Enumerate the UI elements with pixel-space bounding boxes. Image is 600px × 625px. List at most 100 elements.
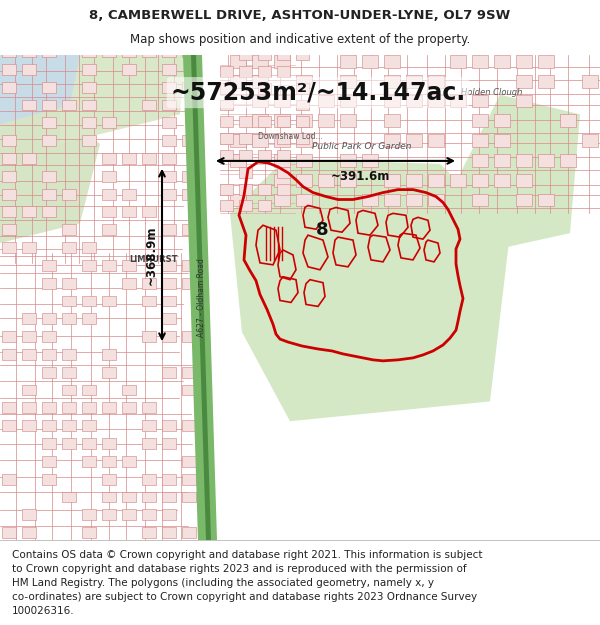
Bar (516, 75, 532, 88)
Bar (22, 99, 36, 111)
Bar (258, 66, 271, 77)
Bar (258, 82, 271, 94)
Bar (274, 194, 290, 206)
Bar (277, 167, 290, 177)
Text: 8, CAMBERWELL DRIVE, ASHTON-UNDER-LYNE, OL7 9SW: 8, CAMBERWELL DRIVE, ASHTON-UNDER-LYNE, … (89, 9, 511, 22)
Bar (142, 46, 156, 57)
Bar (472, 134, 488, 147)
Bar (142, 509, 156, 520)
Bar (560, 114, 576, 128)
Bar (220, 133, 233, 144)
Bar (22, 206, 36, 217)
Bar (538, 194, 554, 206)
Text: to Crown copyright and database rights 2023 and is reproduced with the permissio: to Crown copyright and database rights 2… (12, 564, 467, 574)
Bar (142, 527, 156, 538)
Bar (22, 402, 36, 413)
Bar (122, 153, 136, 164)
Bar (406, 134, 422, 147)
Bar (258, 184, 271, 194)
Bar (102, 367, 116, 378)
Bar (516, 94, 532, 108)
Bar (230, 194, 246, 206)
Bar (102, 349, 116, 360)
Bar (42, 367, 56, 378)
Text: HM Land Registry. The polygons (including the associated geometry, namely x, y: HM Land Registry. The polygons (includin… (12, 578, 434, 588)
Bar (62, 491, 76, 502)
Bar (220, 66, 233, 77)
Bar (239, 116, 252, 128)
Bar (82, 456, 96, 467)
Bar (82, 82, 96, 92)
Bar (122, 384, 136, 396)
Bar (318, 94, 334, 108)
Bar (220, 184, 233, 194)
Bar (384, 114, 400, 128)
Bar (142, 278, 156, 289)
Bar (42, 349, 56, 360)
Bar (239, 184, 252, 194)
Bar (2, 474, 16, 484)
Bar (102, 171, 116, 182)
Bar (102, 189, 116, 199)
Polygon shape (191, 55, 211, 540)
Bar (102, 260, 116, 271)
Text: Holden Clough: Holden Clough (461, 88, 523, 97)
Bar (274, 174, 290, 187)
Bar (42, 331, 56, 342)
Bar (2, 224, 16, 235)
Bar (162, 527, 176, 538)
Polygon shape (460, 94, 580, 253)
Bar (362, 55, 378, 68)
Bar (2, 402, 16, 413)
Bar (182, 367, 196, 378)
Text: Public Park Or Garden: Public Park Or Garden (312, 141, 412, 151)
Bar (102, 224, 116, 235)
Bar (182, 384, 196, 396)
Bar (296, 82, 309, 94)
Bar (122, 491, 136, 502)
Polygon shape (183, 55, 217, 540)
Bar (162, 224, 176, 235)
Bar (162, 509, 176, 520)
Bar (182, 171, 196, 182)
Bar (102, 153, 116, 164)
Bar (162, 313, 176, 324)
Bar (239, 66, 252, 77)
Bar (318, 174, 334, 187)
Bar (122, 206, 136, 217)
Text: 100026316.: 100026316. (12, 606, 74, 616)
Bar (2, 135, 16, 146)
Bar (142, 474, 156, 484)
Bar (274, 154, 290, 167)
Bar (22, 331, 36, 342)
Bar (340, 94, 356, 108)
Text: A627 - Oldham Road: A627 - Oldham Road (197, 258, 206, 337)
Bar (142, 296, 156, 306)
Bar (42, 189, 56, 199)
Bar (220, 82, 233, 94)
Bar (42, 438, 56, 449)
Bar (450, 94, 466, 108)
Bar (296, 116, 309, 128)
Bar (42, 278, 56, 289)
Bar (162, 491, 176, 502)
Bar (230, 55, 246, 68)
Bar (62, 384, 76, 396)
Bar (406, 75, 422, 88)
Bar (62, 278, 76, 289)
Bar (384, 94, 400, 108)
Bar (22, 242, 36, 253)
Bar (102, 402, 116, 413)
Bar (62, 296, 76, 306)
Bar (22, 420, 36, 431)
Bar (62, 99, 76, 111)
Bar (239, 150, 252, 161)
Bar (122, 456, 136, 467)
Bar (277, 133, 290, 144)
Bar (384, 134, 400, 147)
Bar (162, 278, 176, 289)
Bar (230, 134, 246, 147)
Bar (472, 174, 488, 187)
Bar (82, 99, 96, 111)
Bar (122, 509, 136, 520)
